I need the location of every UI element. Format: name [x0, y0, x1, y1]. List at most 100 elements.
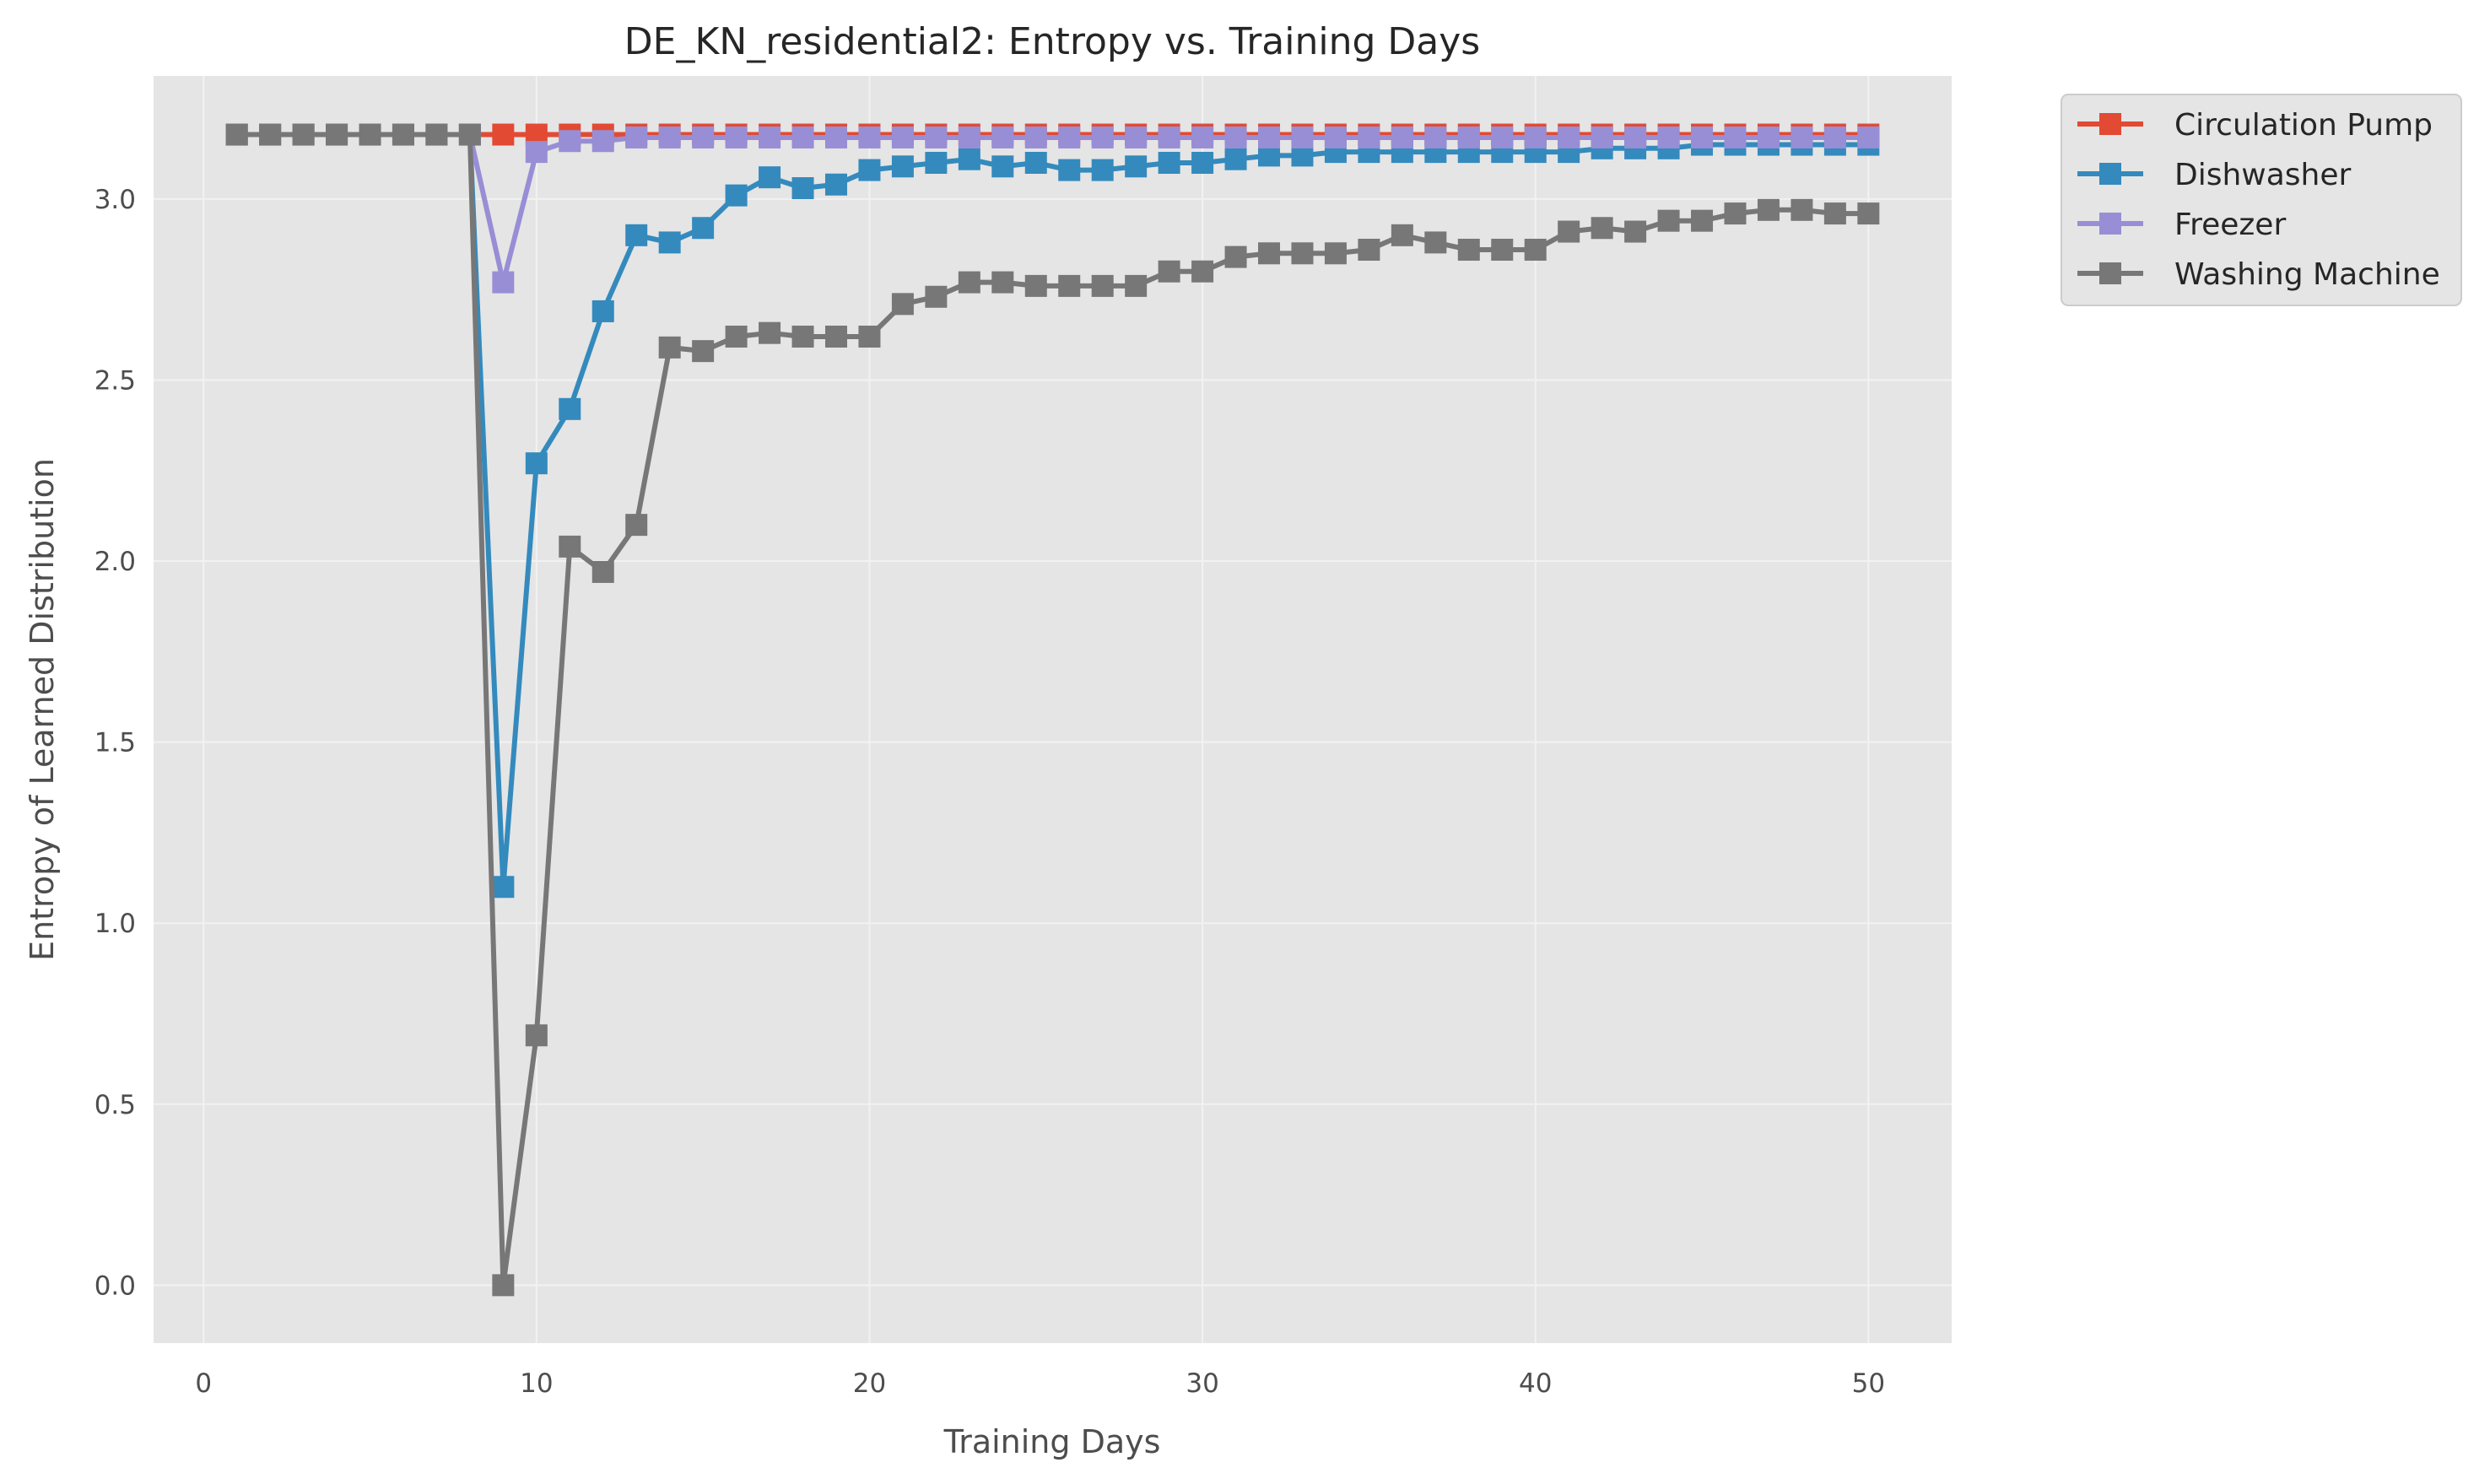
washing-machine-marker — [658, 336, 681, 359]
washing-machine-marker — [1224, 246, 1247, 268]
y-tick-label: 0.0 — [95, 1271, 136, 1301]
x-tick-label: 40 — [1519, 1368, 1552, 1399]
freezer-marker — [958, 126, 980, 148]
y-axis-ticks: 0.0 0.5 1.0 1.5 2.0 2.5 3.0 — [95, 185, 136, 1301]
dishwasher-marker — [1158, 151, 1180, 174]
washing-machine-marker — [425, 123, 448, 146]
washing-machine-marker — [925, 285, 948, 308]
grid-lines — [154, 76, 1952, 1343]
washing-machine-marker — [292, 123, 315, 146]
freezer-marker — [1391, 126, 1413, 148]
legend-item-freezer: Freezer — [2077, 208, 2286, 242]
dishwasher-marker — [759, 166, 781, 189]
freezer-marker — [1524, 126, 1547, 148]
freezer-marker — [1657, 126, 1680, 148]
freezer-marker — [824, 126, 847, 148]
freezer-marker — [891, 126, 914, 148]
dishwasher-marker — [1125, 155, 1148, 178]
freezer-marker — [692, 126, 715, 148]
washing-machine-marker — [1657, 209, 1680, 232]
dishwasher-marker — [891, 155, 914, 178]
freezer-marker — [925, 126, 948, 148]
dishwasher-marker — [559, 397, 581, 420]
legend: Circulation Pump Dishwasher Freezer Washing… — [2061, 94, 2462, 306]
freezer-marker — [1091, 126, 1114, 148]
dishwasher-marker — [1091, 159, 1114, 181]
washing-machine-marker — [759, 321, 781, 344]
y-tick-label: 2.5 — [95, 365, 136, 396]
circulation-pump-marker — [492, 123, 515, 146]
freezer-marker — [1724, 126, 1747, 148]
washing-machine-marker — [1624, 220, 1647, 243]
legend-item-washing-machine: Washing Machine — [2077, 257, 2440, 292]
x-axis-ticks: 0 10 20 30 40 50 — [195, 1368, 1885, 1399]
freezer-marker — [791, 126, 814, 148]
washing-machine-marker — [1857, 202, 1880, 225]
dishwasher-marker — [858, 159, 881, 181]
freezer-marker — [1224, 126, 1247, 148]
legend-marker — [2099, 163, 2121, 185]
washing-machine-marker — [1258, 242, 1281, 265]
freezer-marker — [1757, 126, 1780, 148]
freezer-marker — [1791, 126, 1813, 148]
washing-machine-marker — [392, 123, 414, 146]
washing-machine-marker — [891, 293, 914, 316]
freezer-marker — [1591, 126, 1613, 148]
freezer-marker — [1857, 126, 1880, 148]
x-tick-label: 10 — [520, 1368, 553, 1399]
washing-machine-marker — [359, 123, 381, 146]
washing-machine-marker — [1158, 260, 1180, 283]
x-tick-label: 50 — [1852, 1368, 1885, 1399]
dishwasher-marker — [824, 173, 847, 196]
y-tick-label: 1.0 — [95, 909, 136, 939]
washing-machine-marker — [1391, 224, 1413, 246]
washing-machine-marker — [1024, 274, 1047, 297]
freezer-marker — [1624, 126, 1647, 148]
washing-machine-marker — [824, 325, 847, 348]
freezer-marker — [1191, 126, 1214, 148]
chart-title: DE_KN_residential2: Entropy vs. Training… — [624, 20, 1480, 63]
legend-label: Washing Machine — [2174, 257, 2440, 292]
freezer-marker — [991, 126, 1014, 148]
y-tick-label: 3.0 — [95, 185, 136, 215]
dishwasher-marker — [725, 184, 748, 207]
washing-machine-marker — [1291, 242, 1314, 265]
washing-machine-marker — [1324, 242, 1347, 265]
freezer-marker — [725, 126, 748, 148]
freezer-marker — [1823, 126, 1846, 148]
washing-machine-marker — [1558, 220, 1580, 243]
washing-machine-marker — [1424, 231, 1447, 254]
x-axis-label: Training Days — [943, 1423, 1161, 1460]
freezer-marker — [1558, 126, 1580, 148]
washing-machine-marker — [625, 514, 648, 537]
washing-machine-marker — [1724, 202, 1747, 225]
legend-label: Dishwasher — [2174, 158, 2352, 192]
dishwasher-marker — [1024, 151, 1047, 174]
legend-item-circulation-pump: Circulation Pump — [2077, 108, 2433, 143]
x-tick-label: 20 — [853, 1368, 886, 1399]
washing-machine-marker — [326, 123, 348, 146]
freezer-marker — [1424, 126, 1447, 148]
washing-machine-marker — [1457, 238, 1480, 261]
washing-machine-marker — [991, 271, 1014, 294]
washing-machine-marker — [692, 340, 715, 363]
x-tick-label: 0 — [195, 1368, 212, 1399]
washing-machine-marker — [1524, 238, 1547, 261]
dishwasher-marker — [658, 231, 681, 254]
freezer-marker — [525, 141, 548, 164]
freezer-marker — [1258, 126, 1281, 148]
y-tick-label: 1.5 — [95, 728, 136, 758]
washing-machine-marker — [1691, 209, 1714, 232]
y-tick-label: 2.0 — [95, 547, 136, 577]
washing-machine-marker — [1823, 202, 1846, 225]
dishwasher-marker — [991, 155, 1014, 178]
washing-machine-marker — [492, 1274, 515, 1297]
freezer-marker — [1024, 126, 1047, 148]
freezer-marker — [858, 126, 881, 148]
freezer-marker — [1158, 126, 1180, 148]
x-tick-label: 30 — [1186, 1368, 1218, 1399]
freezer-marker — [759, 126, 781, 148]
washing-machine-marker — [1058, 274, 1081, 297]
dishwasher-marker — [791, 177, 814, 200]
legend-marker — [2099, 113, 2121, 135]
